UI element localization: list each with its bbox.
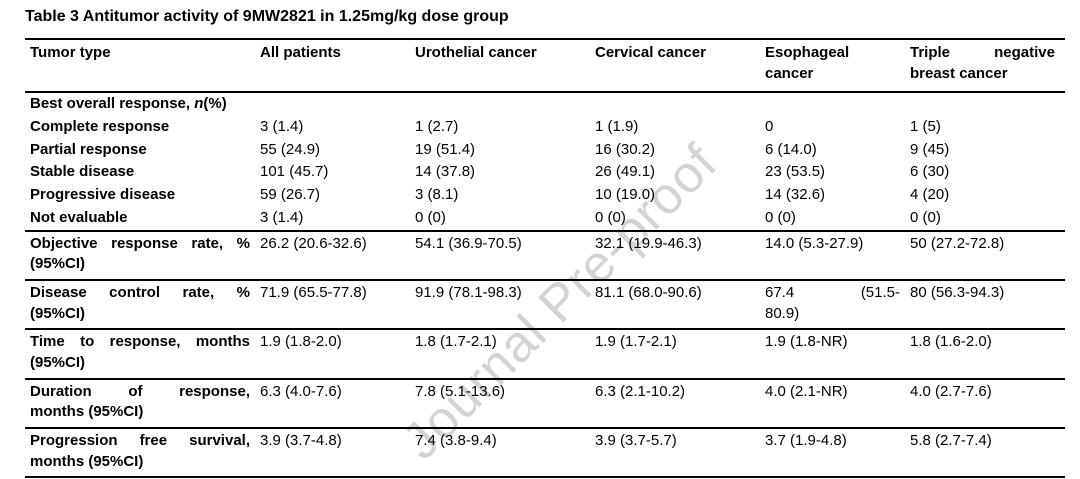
cell: 50 (27.2-72.8) <box>910 234 1005 252</box>
section-label-suffix: (%) <box>203 95 227 113</box>
row-label: Stable disease <box>30 163 135 181</box>
cell: 1.9 (1.8-2.0) <box>260 333 342 351</box>
cell: 4.0 (2.1-NR) <box>765 382 848 400</box>
cell: 3 (8.1) <box>415 186 459 204</box>
cell: 55 (24.9) <box>260 140 321 158</box>
cell: 7.8 (5.1-13.6) <box>415 382 506 400</box>
cell: 0 (0) <box>595 208 626 226</box>
cell: 14.0 (5.3-27.9) <box>765 234 864 252</box>
table-row-objective-response-rate: Objective response rate, % (95%CI) 26.2 (… <box>25 230 1065 280</box>
table-row-stable-disease: Stable disease 101 (45.7) 14 (37.8) 26 (… <box>25 161 1065 184</box>
cell: 3 (1.4) <box>260 208 304 226</box>
cell: 0 (0) <box>765 208 796 226</box>
cell: 1 (5) <box>910 118 941 136</box>
row-label: Duration of response, months (95%CI) <box>30 382 250 421</box>
cell: 1.8 (1.6-2.0) <box>910 333 992 351</box>
cell: 9 (45) <box>910 140 950 158</box>
cell: 0 (0) <box>910 208 941 226</box>
cell: 3.9 (3.7-5.7) <box>595 432 677 449</box>
cell: 16 (30.2) <box>595 140 656 158</box>
cell: 3.9 (3.7-4.8) <box>260 432 342 449</box>
col-header-tumor-type: Tumor type <box>30 44 111 61</box>
cell: 1 (2.7) <box>415 118 459 136</box>
cell: 67.4 (51.5- 80.9) <box>765 283 900 322</box>
cell: 3.7 (1.9-4.8) <box>765 432 847 449</box>
row-label: Progressive disease <box>30 186 176 204</box>
section-label: Best overall response, n(%) <box>25 92 1065 116</box>
cell: 32.1 (19.9-46.3) <box>595 234 702 252</box>
col-header-all-patients: All patients <box>260 44 341 61</box>
col-header-cervical-cancer: Cervical cancer <box>595 44 706 61</box>
row-label: Progression free survival, months (95%CI) <box>30 432 250 470</box>
cell: 1.9 (1.8-NR) <box>765 333 848 351</box>
table-title: Table 3 Antitumor activity of 9MW2821 in… <box>25 8 509 25</box>
col-header-esophageal-cancer: Esophageal cancer <box>765 44 850 82</box>
cell: 1 (1.9) <box>595 118 639 136</box>
cell: 6 (14.0) <box>765 140 817 158</box>
cell: 54.1 (36.9-70.5) <box>415 234 522 252</box>
col-header-triple-negative-breast-cancer: Triple negative breast cancer <box>910 44 1055 82</box>
cell: 23 (53.5) <box>765 163 826 181</box>
table-row-overall-survival: Overall survival, months(95%CI) 14.2 (11… <box>25 477 1065 479</box>
cell: 6 (30) <box>910 163 950 181</box>
row-label: Objective response rate, % (95%CI) <box>30 234 250 273</box>
section-label-prefix: Best overall response, <box>30 95 195 113</box>
cell: 14 (32.6) <box>765 186 826 204</box>
cell: 101 (45.7) <box>260 163 329 181</box>
cell: 59 (26.7) <box>260 186 321 204</box>
antitumor-activity-table: Tumor type All patients Urothelial cance… <box>25 38 1065 479</box>
cell: 80 (56.3-94.3) <box>910 283 1005 301</box>
cell: 6.3 (2.1-10.2) <box>595 382 686 400</box>
cell: 6.3 (4.0-7.6) <box>260 382 342 400</box>
cell: 3 (1.4) <box>260 118 304 136</box>
cell: 81.1 (68.0-90.6) <box>595 283 702 301</box>
cell: 1.9 (1.7-2.1) <box>595 333 677 351</box>
cell: 91.9 (78.1-98.3) <box>415 283 522 301</box>
cell: 0 (0) <box>415 208 446 226</box>
cell: 4 (20) <box>910 186 950 204</box>
header-row: Tumor type All patients Urothelial cance… <box>25 39 1065 93</box>
row-label: Time to response, months (95%CI) <box>30 333 250 371</box>
cell: 0 <box>765 118 774 136</box>
cell: 14 (37.8) <box>415 163 476 181</box>
col-header-urothelial-cancer: Urothelial cancer <box>415 44 537 61</box>
cell: 26 (49.1) <box>595 163 656 181</box>
row-label: Disease control rate, % (95%CI) <box>30 283 250 322</box>
row-label: Not evaluable <box>30 208 128 226</box>
cell: 26.2 (20.6-32.6) <box>260 234 367 252</box>
table-row-duration-of-response: Duration of response, months (95%CI) 6.3 … <box>25 378 1065 428</box>
row-label: Partial response <box>30 140 147 158</box>
row-label: Complete response <box>30 118 170 136</box>
cell: 7.4 (3.8-9.4) <box>415 432 497 449</box>
cell: 1.8 (1.7-2.1) <box>415 333 497 351</box>
cell: 71.9 (65.5-77.8) <box>260 283 367 301</box>
cell: 10 (19.0) <box>595 186 656 204</box>
table-row-partial-response: Partial response 55 (24.9) 19 (51.4) 16 … <box>25 139 1065 162</box>
table-row-progressive-disease: Progressive disease 59 (26.7) 3 (8.1) 10… <box>25 184 1065 207</box>
section-label-n: n <box>194 95 204 113</box>
section-row-best-overall-response: Best overall response, n(%) <box>25 92 1065 116</box>
cell: 5.8 (2.7-7.4) <box>910 432 992 449</box>
table-row-disease-control-rate: Disease control rate, % (95%CI) 71.9 (65.… <box>25 279 1065 329</box>
table-row-not-evaluable: Not evaluable 3 (1.4) 0 (0) 0 (0) 0 (0) … <box>25 207 1065 231</box>
table-row-complete-response: Complete response 3 (1.4) 1 (2.7) 1 (1.9… <box>25 116 1065 139</box>
table-row-time-to-response: Time to response, months (95%CI) 1.9 (1.8… <box>25 329 1065 378</box>
table-row-progression-free-survival: Progression free survival, months (95%CI)… <box>25 428 1065 477</box>
cell: 19 (51.4) <box>415 140 476 158</box>
cell: 4.0 (2.7-7.6) <box>910 382 992 400</box>
